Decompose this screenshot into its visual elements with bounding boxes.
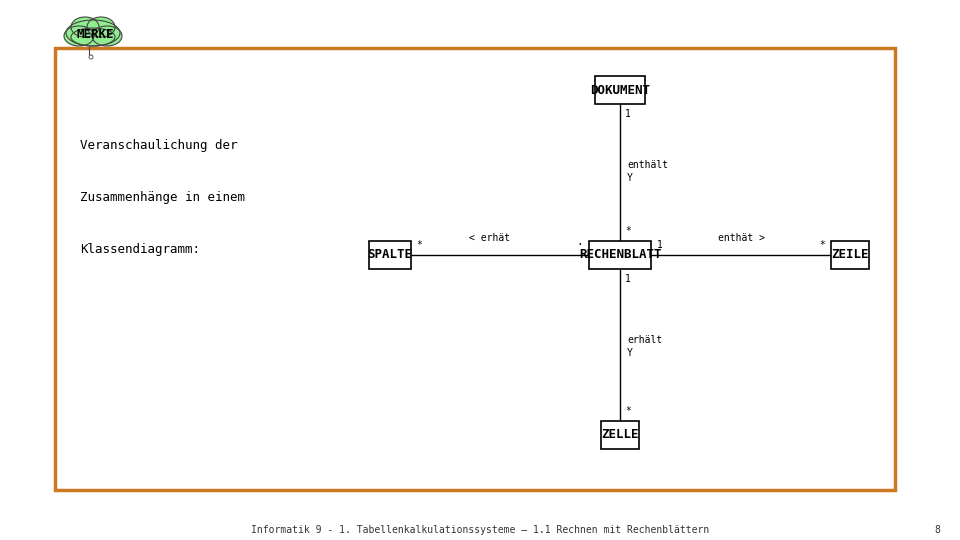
Text: RECHENBLATT: RECHENBLATT	[579, 248, 661, 261]
Text: Informatik 9 - 1. Tabellenkalkulationssysteme – 1.1 Rechnen mit Rechenblättern: Informatik 9 - 1. Tabellenkalkulationssy…	[251, 525, 709, 535]
Ellipse shape	[66, 20, 120, 46]
Text: Y: Y	[627, 173, 633, 183]
Text: ·: ·	[576, 240, 583, 250]
Text: 1: 1	[658, 240, 663, 250]
Circle shape	[89, 55, 93, 59]
Text: Klassendiagramm:: Klassendiagramm:	[80, 242, 200, 255]
Bar	[370, 241, 411, 269]
Text: Veranschaulichung der: Veranschaulichung der	[80, 138, 237, 152]
Text: Zusammenhänge in einem: Zusammenhänge in einem	[80, 191, 245, 204]
Bar	[595, 76, 645, 104]
Text: ZEILE: ZEILE	[831, 248, 869, 261]
Text: DOKUMENT: DOKUMENT	[590, 84, 650, 97]
Ellipse shape	[64, 26, 94, 46]
Ellipse shape	[92, 26, 122, 46]
Ellipse shape	[71, 17, 99, 37]
Bar	[831, 241, 869, 269]
Text: *: *	[625, 226, 631, 236]
Text: enthät >: enthät >	[718, 233, 765, 243]
Bar	[602, 421, 638, 449]
Bar	[55, 48, 895, 490]
Text: *: *	[625, 406, 631, 416]
Text: SPALTE: SPALTE	[368, 248, 413, 261]
Text: MERKE: MERKE	[76, 29, 113, 42]
Bar	[588, 241, 651, 269]
Text: Y: Y	[627, 348, 633, 358]
Text: *: *	[417, 240, 422, 250]
Text: ZELLE: ZELLE	[601, 429, 638, 442]
Text: *: *	[820, 240, 826, 250]
Ellipse shape	[71, 28, 115, 46]
Text: 8: 8	[934, 525, 940, 535]
Text: 1: 1	[625, 274, 631, 284]
Text: < erhät: < erhät	[469, 233, 511, 243]
Text: 1: 1	[625, 109, 631, 119]
Text: enthält: enthält	[627, 160, 668, 170]
Text: erhält: erhält	[627, 335, 662, 345]
Ellipse shape	[87, 17, 115, 37]
